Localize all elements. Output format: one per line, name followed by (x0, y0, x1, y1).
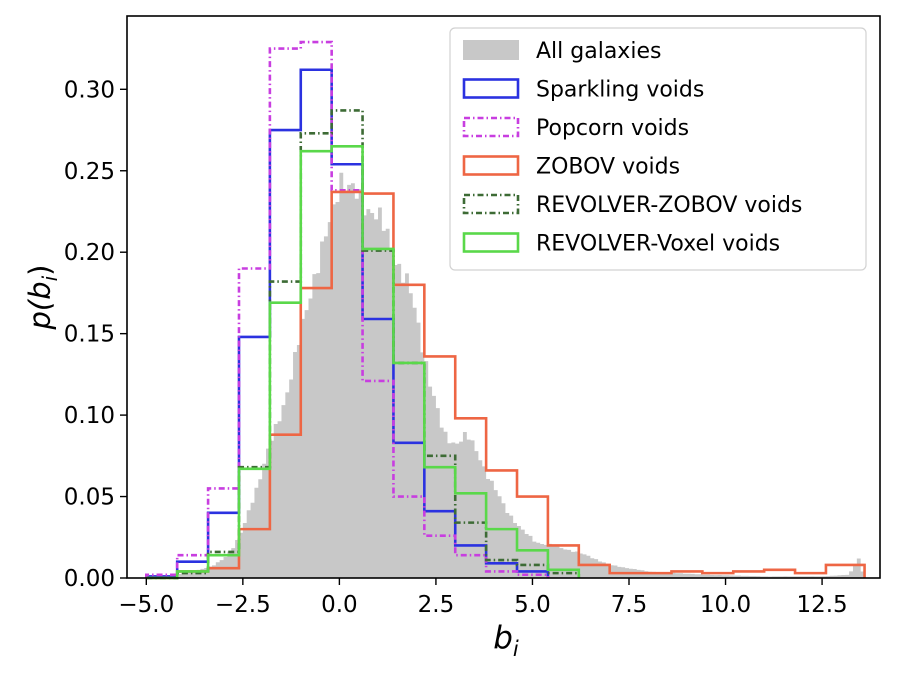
series-3-histogram (146, 109, 581, 580)
series-1-histogram (145, 40, 550, 578)
y-tick-label: 0.15 (64, 322, 115, 348)
x-tick-label: −2.5 (215, 592, 271, 618)
x-tick-label: 5.0 (514, 592, 551, 618)
legend-swatch-5 (462, 232, 520, 253)
x-axis-label: bi (493, 620, 519, 661)
x-tick-label: 10.0 (700, 592, 751, 618)
legend-box (449, 27, 867, 271)
y-axis-label: p(bi) (23, 264, 62, 330)
y-tick-label: 0.10 (64, 403, 115, 429)
legend-swatch-1 (462, 78, 520, 99)
y-tick-label: 0.25 (64, 159, 115, 185)
legend-swatch-2 (462, 116, 520, 138)
axes: −5.0 −2.5 0.0 2.5 5.0 7.5 10.0 12.5 0.00 0.05 0.10… (64, 15, 881, 618)
legend-label-3: ZOBOV voids (536, 155, 680, 180)
axes-frame (126, 15, 881, 579)
legend: All galaxies Sparkling voids Popcorn voids… (449, 27, 867, 271)
x-tick-label: 0.0 (321, 592, 358, 618)
plot-area (145, 40, 869, 580)
y-tick-label: 0.30 (64, 77, 115, 103)
y-tick-label: 0.20 (64, 240, 115, 266)
series-2-histogram (146, 190, 866, 580)
legend-label-4: REVOLVER-ZOBOV voids (536, 193, 802, 218)
legend-swatch-all-galaxies (463, 40, 519, 60)
legend-label-5: REVOLVER-Voxel voids (536, 232, 780, 257)
series-4-histogram (146, 145, 581, 580)
x-tick-label: 7.5 (611, 592, 648, 618)
x-tick-label: 2.5 (418, 592, 455, 618)
legend-swatch-3 (462, 155, 520, 176)
legend-label-1: Sparkling voids (536, 78, 704, 103)
legend-label-0: All galaxies (536, 39, 661, 64)
legend-label-2: Popcorn voids (536, 116, 689, 141)
legend-swatch-4 (462, 193, 520, 215)
x-tick-label: −5.0 (118, 592, 174, 618)
y-tick-label: 0.00 (64, 566, 115, 592)
y-tick-label: 0.05 (64, 485, 115, 511)
x-tick-label: 12.5 (796, 592, 847, 618)
